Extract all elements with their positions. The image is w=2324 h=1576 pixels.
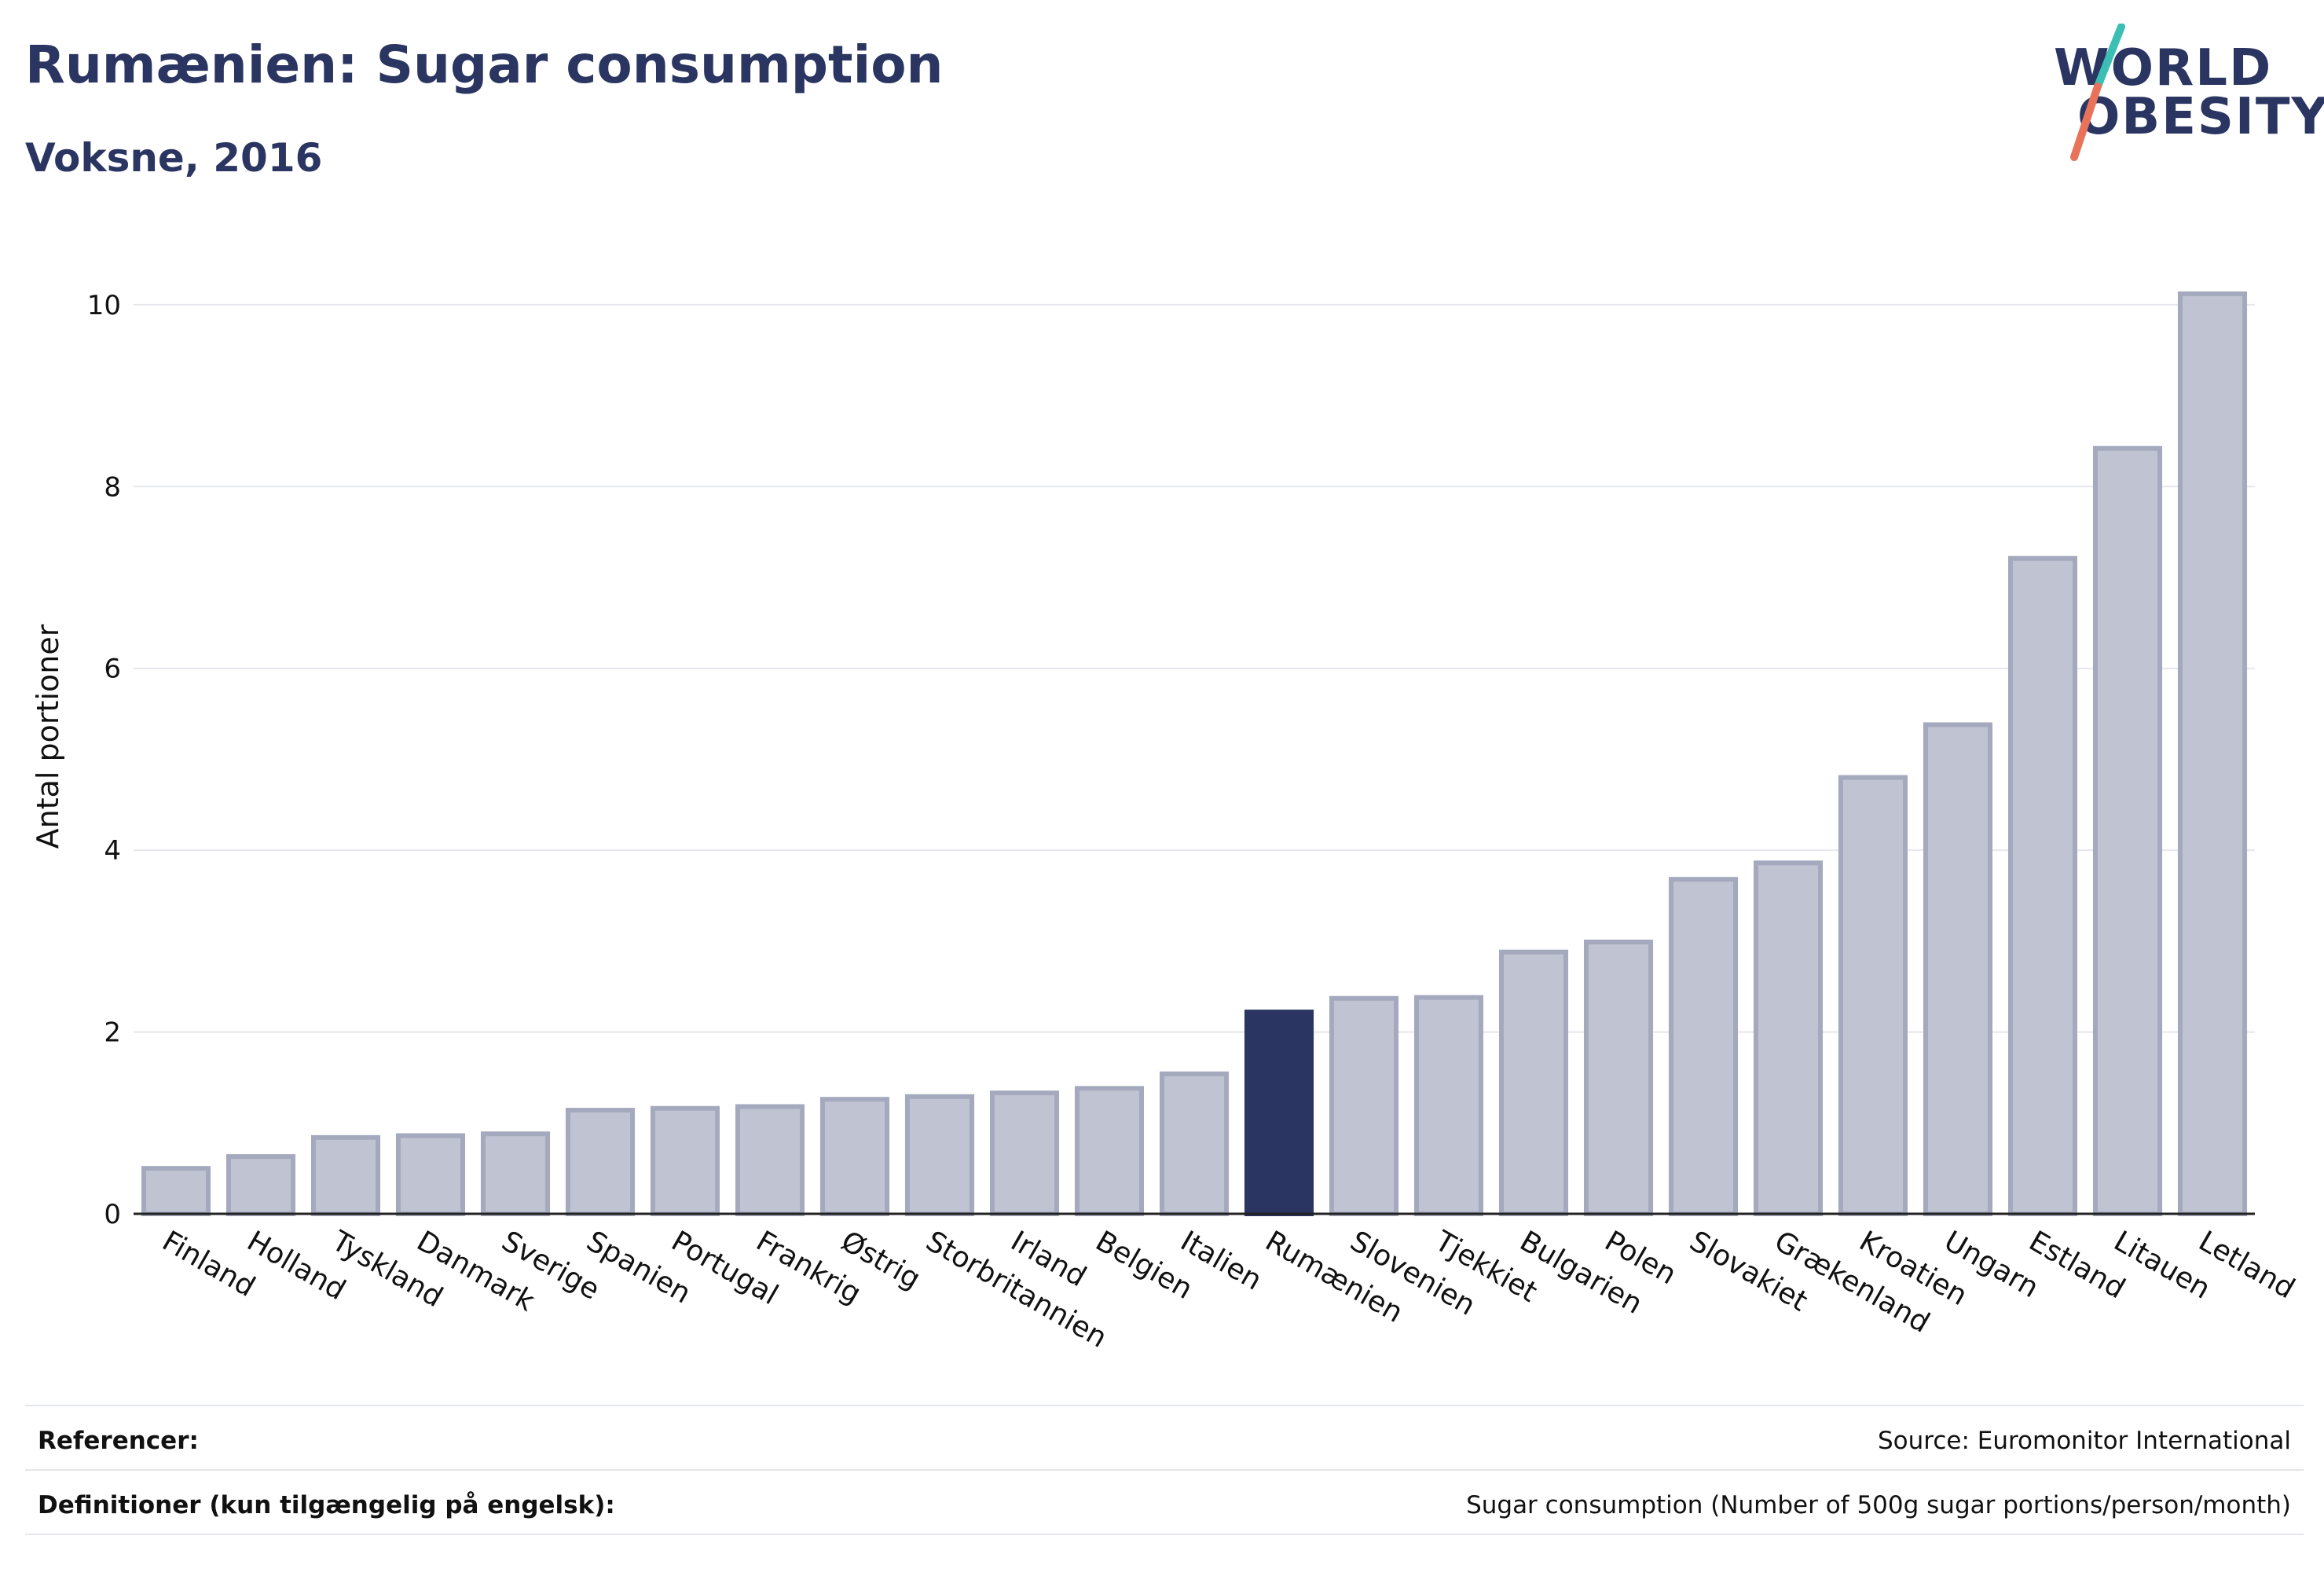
bar-grækenland: [1753, 860, 1824, 1217]
references-row: Referencer: Source: Euromonitor Internat…: [25, 1405, 2304, 1469]
bar-slovenien: [1329, 995, 1399, 1217]
page-title: Rumænien: Sugar consumption: [25, 35, 944, 95]
bar-portugal: [650, 1105, 720, 1217]
bar-ungarn: [1923, 722, 1993, 1216]
bar-sverige: [480, 1131, 551, 1216]
y-axis-ticks: 0 2 4 6 8 10: [87, 290, 121, 1230]
definitions-value: Sugar consumption (Number of 500g sugar …: [1466, 1491, 2291, 1519]
x-tick-label: Finland: [157, 1225, 261, 1303]
x-tick-label: Holland: [242, 1225, 351, 1307]
logo-slash-icon: [2070, 24, 2125, 161]
definitions-label: Definitioner (kun tilgængelig på engelsk…: [38, 1491, 615, 1519]
bar-rumænien: [1244, 1010, 1314, 1216]
y-axis-label: Antal portioner: [31, 624, 65, 848]
bar-italien: [1159, 1071, 1230, 1217]
bar-finland: [141, 1166, 211, 1216]
bar-estland: [2007, 555, 2078, 1216]
bar-letland: [2177, 291, 2248, 1216]
bar-polen: [1583, 940, 1654, 1216]
x-tick-label: Litauen: [2109, 1225, 2216, 1306]
bar-irland: [989, 1090, 1060, 1216]
bar-chart: 0 2 4 6 8 10 FinlandHollandTysklandDanmarkSve…: [31, 290, 2300, 1354]
references-label: Referencer:: [38, 1427, 199, 1455]
x-tick-label: Belgien: [1091, 1225, 1198, 1306]
logo-text-obesity: OBESITY: [2077, 88, 2324, 146]
definitions-row: Definitioner (kun tilgængelig på engelsk…: [25, 1469, 2304, 1534]
y-tick-label: 6: [104, 654, 121, 685]
bar-spanien: [565, 1108, 636, 1216]
x-tick-label: Estland: [2024, 1225, 2131, 1305]
references-value: Source: Euromonitor International: [1877, 1427, 2291, 1455]
bars: [141, 291, 2248, 1217]
bar-slovakiet: [1668, 877, 1739, 1216]
y-tick-label: 8: [104, 471, 121, 503]
logo-text-world: WORLD: [2054, 39, 2273, 97]
bar-litauen: [2092, 445, 2163, 1216]
world-obesity-logo: WORLD OBESITY: [2043, 24, 2324, 165]
x-tick-label: Letland: [2194, 1225, 2300, 1305]
bar-holland: [225, 1154, 296, 1216]
bar-østrig: [819, 1097, 890, 1216]
bar-storbritannien: [904, 1094, 975, 1216]
x-axis-ticks: FinlandHollandTysklandDanmarkSverigeSpan…: [157, 1225, 2300, 1354]
bar-kroatien: [1838, 775, 1908, 1216]
bar-danmark: [395, 1133, 466, 1216]
y-tick-label: 2: [104, 1017, 121, 1049]
bar-tyskland: [310, 1134, 381, 1217]
y-tick-label: 4: [104, 835, 121, 867]
bar-frankrig: [735, 1104, 805, 1217]
page-subtitle: Voksne, 2016: [25, 135, 323, 181]
y-tick-label: 10: [87, 290, 121, 321]
bar-bulgarien: [1498, 949, 1569, 1216]
bar-belgien: [1074, 1086, 1145, 1217]
y-tick-label: 0: [104, 1199, 121, 1230]
footer-divider: [25, 1534, 2304, 1535]
bar-tjekkiet: [1413, 995, 1484, 1216]
